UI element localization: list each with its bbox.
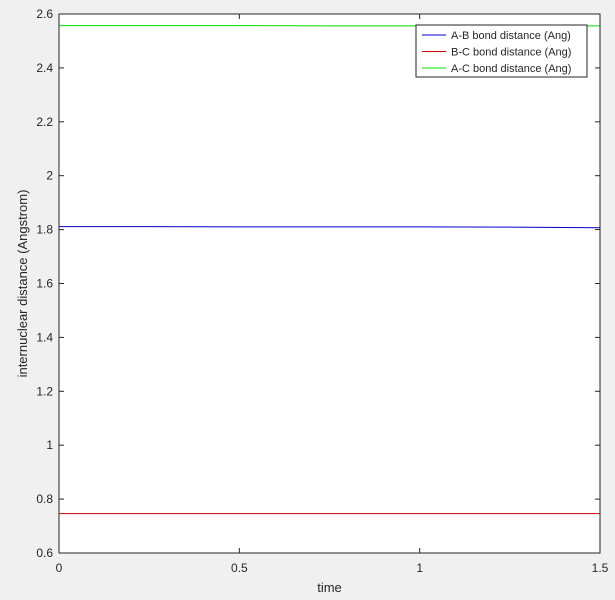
legend-label-1: A-B bond distance (Ang) [451,30,571,42]
y-tick-label-3: 1.2 [36,384,53,398]
y-tick-label-4: 1.4 [36,330,53,344]
x-tick-label-1: 0.5 [231,561,248,575]
plot-area [59,14,600,553]
x-tick-label-2: 1 [416,561,423,575]
y-tick-label-0: 0.6 [36,546,53,560]
y-tick-label-10: 2.6 [36,7,53,21]
y-tick-label-8: 2.2 [36,115,53,129]
y-tick-label-6: 1.8 [36,223,53,237]
legend: A-B bond distance (Ang) B-C bond distance… [416,25,587,77]
y-tick-label-7: 2 [46,169,53,183]
y-tick-label-1: 0.8 [36,492,53,506]
y-tick-labels: 0.6 0.8 1 1.2 1.4 1.6 1.8 2 2.2 2.4 2.6 [36,7,53,560]
y-axis-label: internuclear distance (Angstrom) [15,190,30,378]
x-axis-label: time [317,580,342,595]
y-tick-label-5: 1.6 [36,277,53,291]
x-tick-label-0: 0 [56,561,63,575]
x-tick-labels: 0 0.5 1 1.5 [56,561,609,575]
y-tick-label-2: 1 [46,438,53,452]
legend-label-3: A-C bond distance (Ang) [451,63,571,75]
y-tick-label-9: 2.4 [36,61,53,75]
x-tick-label-3: 1.5 [592,561,609,575]
legend-label-2: B-C bond distance (Ang) [451,47,571,59]
